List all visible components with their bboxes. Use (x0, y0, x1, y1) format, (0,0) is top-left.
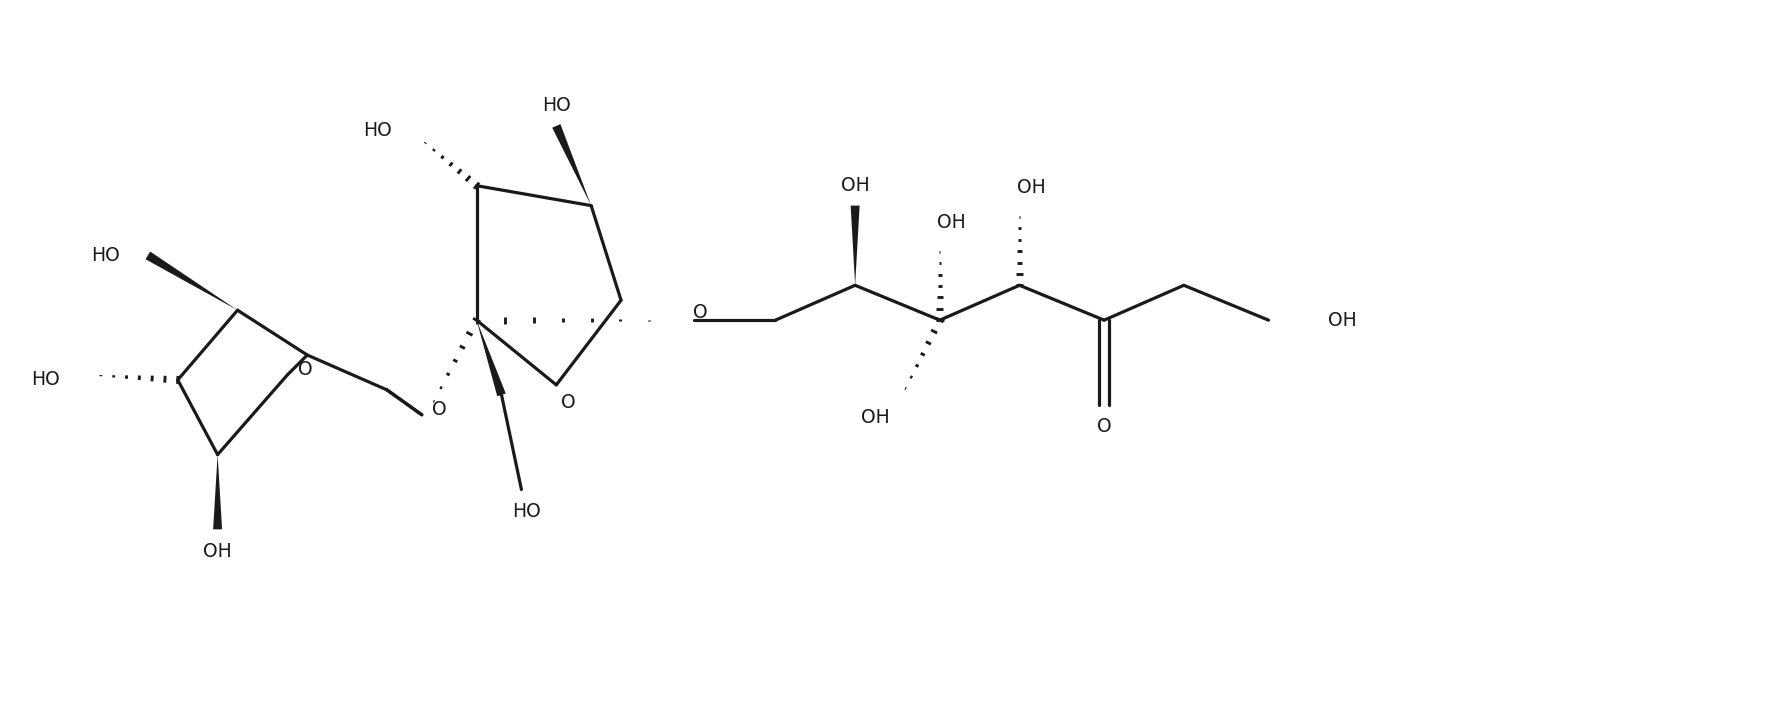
Text: O: O (433, 400, 447, 419)
Text: OH: OH (1016, 178, 1047, 197)
Text: OH: OH (862, 408, 890, 427)
Text: OH: OH (1328, 310, 1356, 330)
Text: HO: HO (32, 370, 61, 390)
Polygon shape (552, 124, 591, 206)
Text: O: O (694, 302, 708, 322)
Text: O: O (297, 361, 313, 379)
Text: OH: OH (938, 213, 967, 232)
Polygon shape (146, 251, 237, 310)
Polygon shape (477, 320, 506, 396)
Text: O: O (1096, 418, 1111, 436)
Text: HO: HO (363, 122, 392, 140)
Text: HO: HO (541, 96, 571, 115)
Text: O: O (561, 393, 575, 413)
Text: HO: HO (513, 502, 541, 521)
Polygon shape (851, 206, 860, 285)
Polygon shape (214, 454, 222, 529)
Text: OH: OH (203, 541, 231, 561)
Text: OH: OH (840, 176, 869, 195)
Text: HO: HO (91, 246, 119, 265)
